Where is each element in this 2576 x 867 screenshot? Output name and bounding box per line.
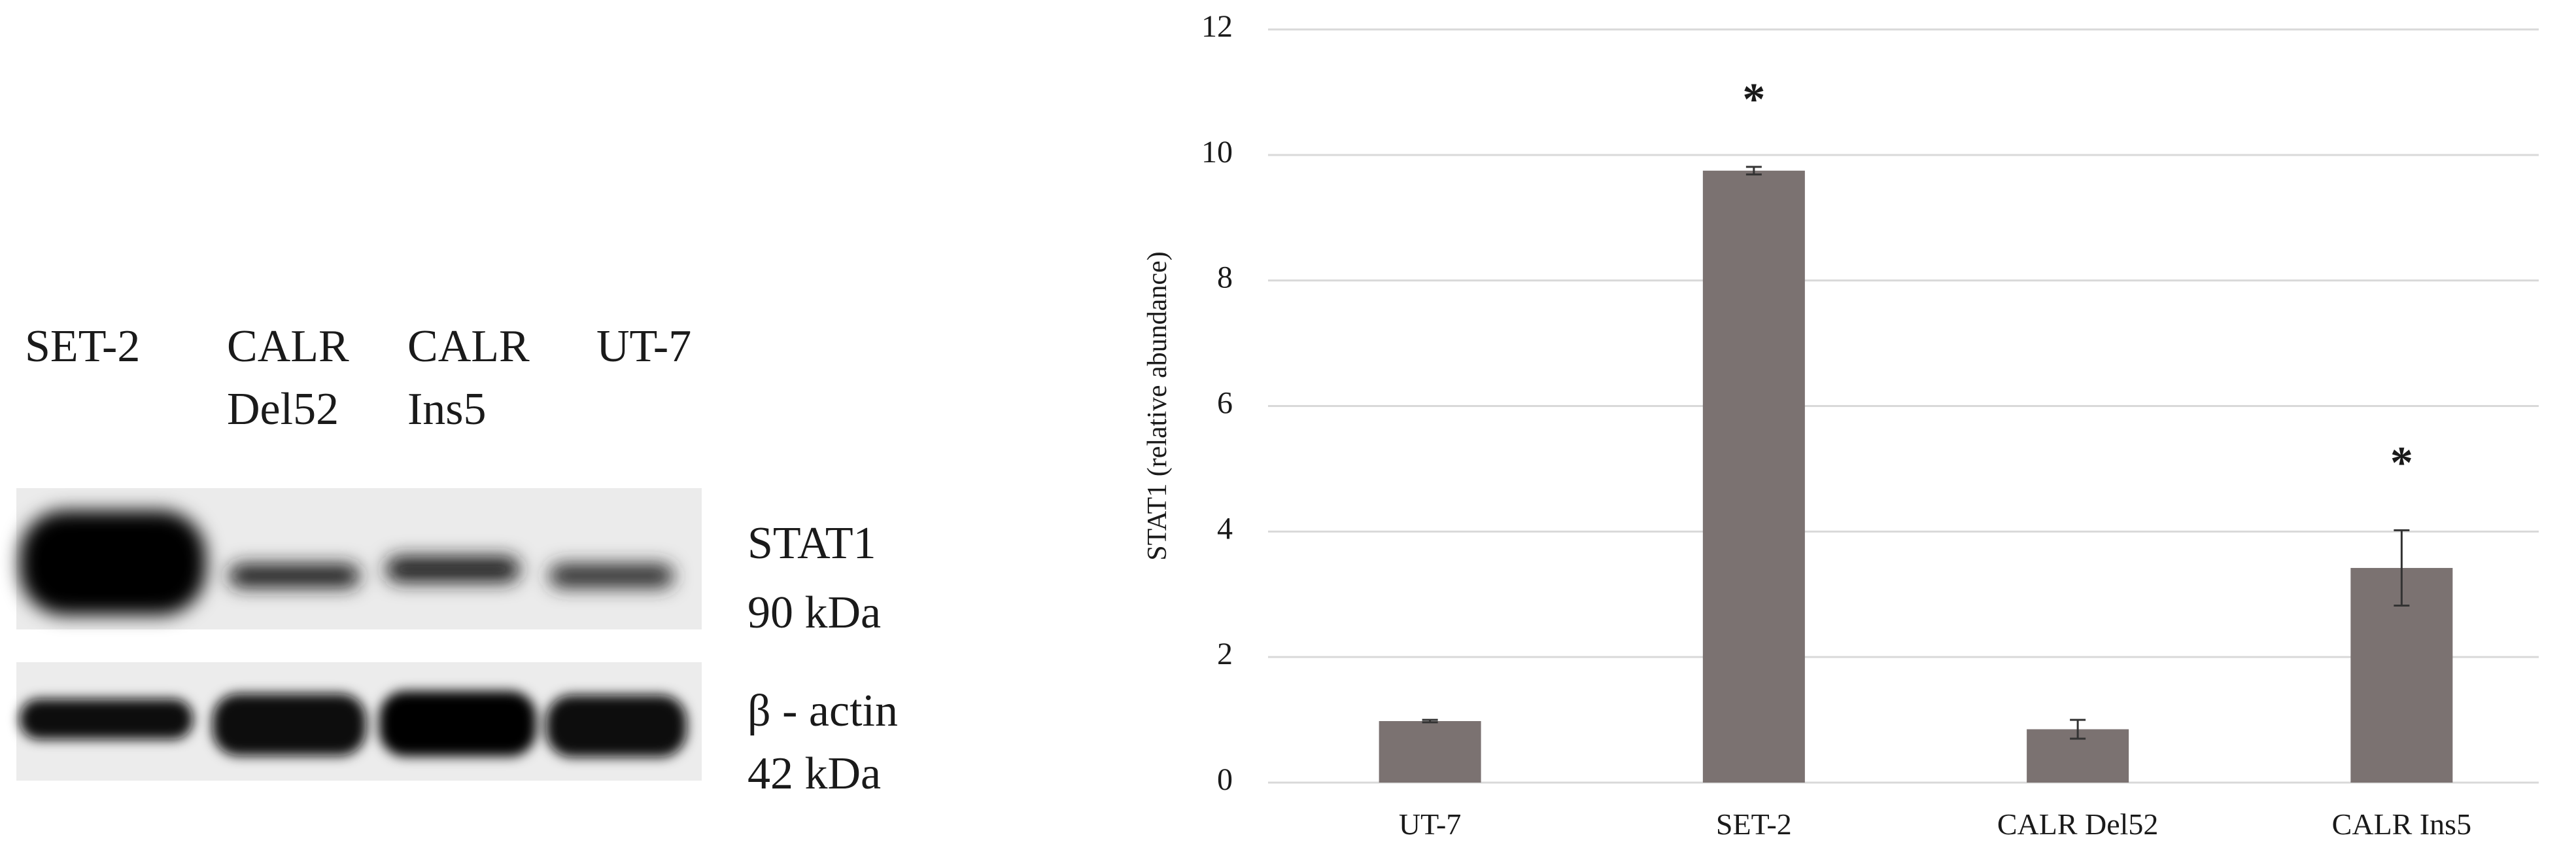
significance-marker: *	[1742, 75, 1765, 125]
actin-bands	[20, 691, 687, 757]
x-tick-label: UT-7	[1399, 807, 1461, 841]
bar-chart: 0 2 4 6 8 10 12 STAT1 (relative abundance) UT-7 S…	[1142, 9, 2539, 841]
lane-label: CALR	[227, 321, 349, 372]
y-tick-label: 6	[1217, 386, 1233, 421]
stat1-bands	[20, 510, 674, 615]
x-tick-label: CALR Del52	[1997, 807, 2159, 841]
y-tick-label: 8	[1217, 260, 1233, 295]
band-label: STAT1	[747, 518, 876, 569]
x-tick-label: CALR Ins5	[2332, 807, 2471, 841]
lane-label: SET-2	[25, 321, 140, 372]
x-tick-label: SET-2	[1716, 807, 1792, 841]
lane-label: UT-7	[596, 321, 691, 372]
y-tick-label: 0	[1217, 762, 1233, 797]
western-blot	[16, 488, 702, 781]
lane-label: Del52	[227, 384, 339, 434]
y-axis-label: STAT1 (relative abundance)	[1142, 251, 1173, 560]
y-tick-label: 12	[1201, 9, 1233, 44]
bar	[1379, 721, 1481, 783]
y-tick-label: 10	[1201, 135, 1233, 169]
band-label: β - actin	[747, 686, 898, 736]
bar	[1702, 170, 1805, 783]
band-label: 42 kDa	[747, 749, 881, 799]
significance-marker: *	[2390, 438, 2413, 488]
lane-label: CALR	[407, 321, 530, 372]
lane-label: Ins5	[407, 384, 487, 434]
y-tick-label: 4	[1217, 511, 1233, 546]
blot-labels: SET-2 CALR Del52 CALR Ins5 UT-7 STAT1 90 kDa β -…	[25, 321, 898, 799]
band-label: 90 kDa	[747, 588, 881, 638]
y-tick-label: 2	[1217, 637, 1233, 671]
